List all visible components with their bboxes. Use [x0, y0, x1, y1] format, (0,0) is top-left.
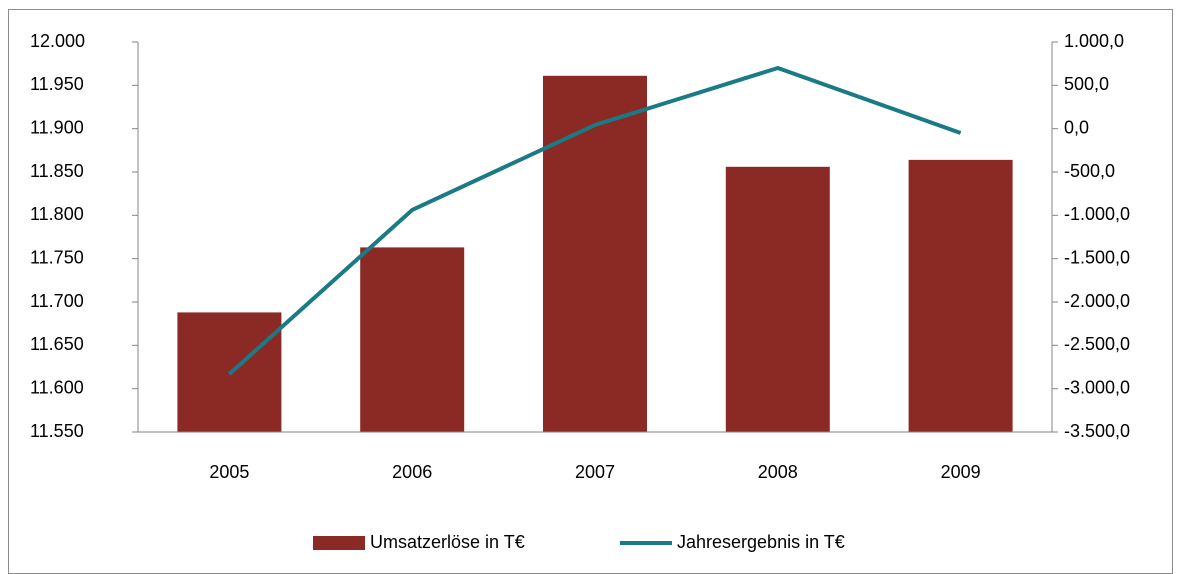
- x-tick-label: 2008: [758, 462, 798, 482]
- y-tick-label: 11.750: [30, 247, 84, 267]
- bar: [360, 247, 465, 432]
- y2-tick-label: -500,0: [1064, 161, 1115, 181]
- y-tick-label: 12.000: [30, 31, 85, 51]
- legend-swatch: [313, 536, 365, 550]
- x-tick-label: 2007: [575, 462, 615, 482]
- y2-tick-label: 500,0: [1064, 74, 1109, 94]
- y2-tick-label: 0,0: [1064, 117, 1089, 137]
- legend-label: Umsatzerlöse in T€: [370, 532, 525, 552]
- bar: [725, 166, 830, 433]
- y-tick-label: 11.550: [30, 421, 84, 441]
- y2-tick-label: -3.500,0: [1064, 421, 1130, 441]
- x-tick-label: 2009: [941, 462, 981, 482]
- y2-tick-label: -2.500,0: [1064, 334, 1130, 354]
- y-tick-label: 11.950: [30, 74, 84, 94]
- y2-tick-label: -1.000,0: [1064, 204, 1130, 224]
- y2-tick-label: -3.000,0: [1064, 377, 1130, 397]
- y-tick-label: 11.600: [30, 377, 84, 397]
- y2-tick-label: 1.000,0: [1064, 31, 1124, 51]
- y2-tick-label: -1.500,0: [1064, 247, 1130, 267]
- bar: [908, 159, 1013, 432]
- y-tick-label: 11.800: [30, 204, 84, 224]
- line: [228, 66, 962, 376]
- x-tick-label: 2005: [209, 462, 249, 482]
- bar: [543, 75, 647, 433]
- y-tick-label: 11.650: [30, 334, 84, 354]
- x-tick-label: 2006: [392, 462, 432, 482]
- y-tick-label: 11.700: [30, 291, 84, 311]
- y2-tick-label: -2.000,0: [1064, 291, 1130, 311]
- legend-label: Jahresergebnis in T€: [677, 532, 845, 552]
- y-tick-label: 11.900: [30, 117, 84, 137]
- y-tick-label: 11.850: [30, 161, 84, 181]
